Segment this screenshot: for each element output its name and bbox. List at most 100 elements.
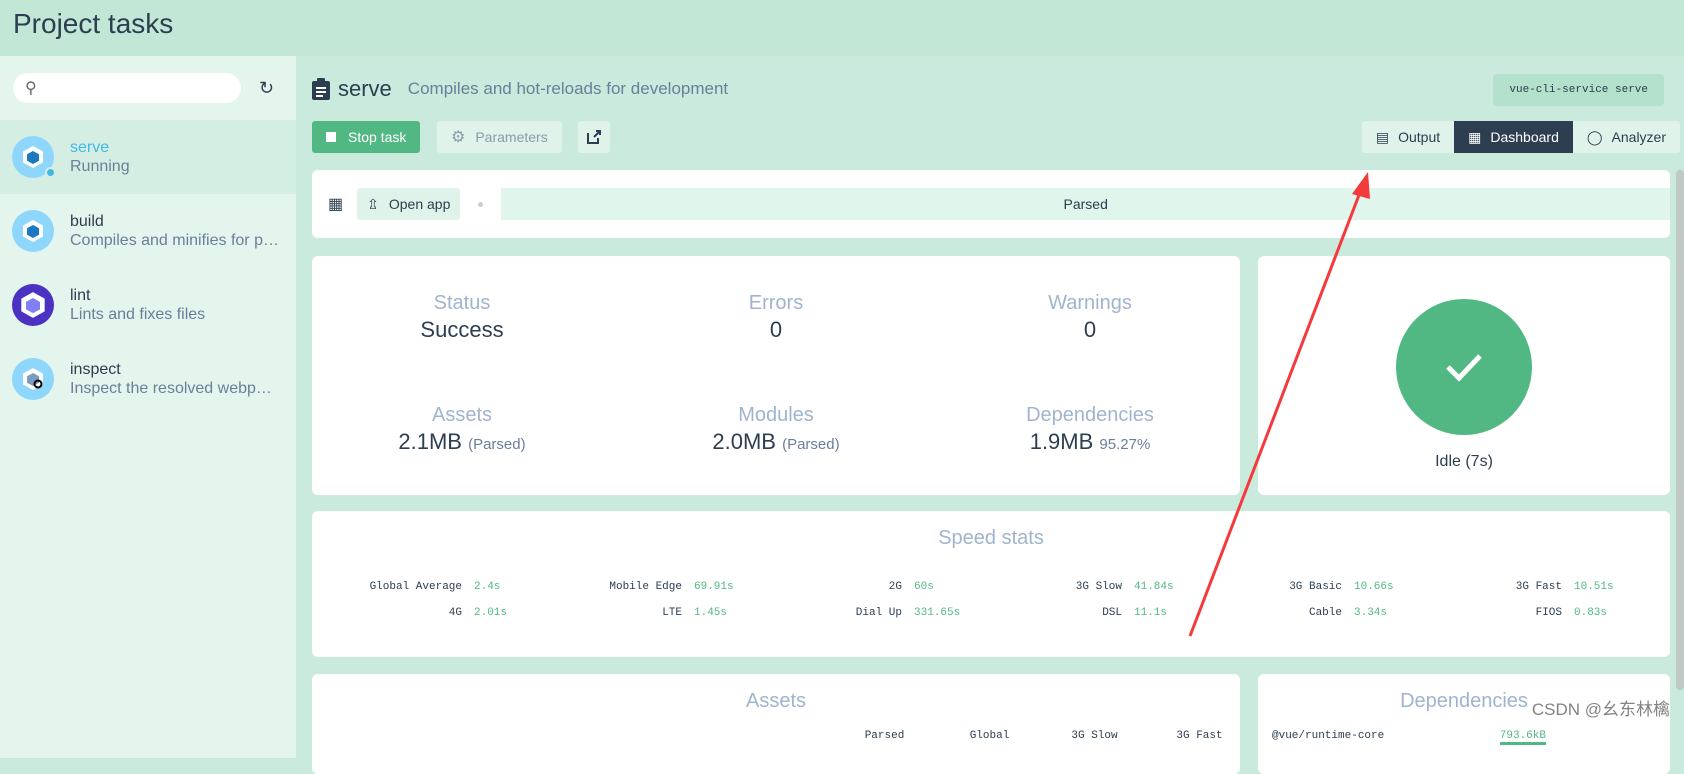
speed-name: 4G (448, 607, 462, 619)
stat-value: 0 (769, 317, 783, 342)
stat-label: Assets (431, 404, 493, 426)
parameters-label: Parameters (475, 129, 548, 145)
webpack-icon (12, 136, 56, 178)
task-item-serve[interactable]: serve Running (0, 120, 296, 194)
separator (478, 201, 484, 207)
dependency-size: 793.6kB (1499, 730, 1546, 745)
task-name: serve (70, 139, 110, 156)
column-header: Parsed (864, 730, 905, 742)
idle-status: Idle (7s) (1435, 453, 1493, 470)
tab-label: Analyzer (1611, 129, 1666, 145)
speed-stat: 2G 60s (772, 581, 992, 593)
speed-name: Global Average (369, 581, 462, 593)
stat-label: Errors (748, 292, 804, 314)
task-name: build (70, 213, 104, 230)
running-indicator (45, 167, 56, 178)
stat-note: 95.27% (1099, 436, 1151, 453)
webpack-icon (12, 210, 54, 252)
speed-stat: Dial Up 331.65s (772, 607, 992, 619)
speed-name: FIOS (1535, 607, 1562, 619)
task-name: lint (70, 287, 91, 304)
eslint-icon (12, 284, 54, 326)
dependencies-card: Dependencies @vue/runtime-core 793.6kB (1258, 674, 1670, 774)
speed-value: 10.66s (1354, 581, 1394, 593)
speed-name: Cable (1308, 607, 1342, 619)
speed-value: 41.84s (1134, 581, 1174, 593)
stop-label: Stop task (348, 129, 407, 145)
speed-value: 69.91s (694, 581, 734, 593)
stat-label: Modules (738, 404, 814, 426)
stat-value: 0 (1083, 317, 1097, 342)
tab-dashboard[interactable]: ▦ Dashboard (1454, 121, 1573, 153)
speed-stats-card: Speed stats Global Average 2.4s Mobile Edg… (312, 511, 1670, 657)
open-in-browser-icon: ⇫ (367, 195, 379, 212)
tab-output[interactable]: ▤ Output (1362, 121, 1454, 153)
task-description: Compiles and hot-reloads for development (407, 79, 729, 98)
stat-label: Warnings (1048, 292, 1132, 314)
card-title: Speed stats (938, 527, 1044, 549)
speed-value: 3.34s (1354, 607, 1388, 619)
watermark: CSDN @幺东林檎 (1531, 700, 1670, 719)
speed-name: Mobile Edge (609, 581, 682, 593)
speed-stat: Cable 3.34s (1212, 607, 1432, 619)
refresh-icon[interactable]: ↻ (259, 77, 275, 98)
dependency-row: @vue/runtime-core 793.6kB (1272, 730, 1656, 745)
donut-icon: ◯ (1586, 128, 1603, 145)
speed-value: 60s (914, 581, 934, 593)
speed-name: Dial Up (855, 607, 902, 619)
task-desc: Running (70, 158, 130, 175)
speed-stat: 3G Fast 10.51s (1432, 581, 1652, 593)
dependency-name: @vue/runtime-core (1272, 730, 1385, 742)
open-app-button[interactable]: ⇫ Open app (357, 188, 461, 220)
stat-value: 2.0MB (712, 429, 776, 454)
scrollbar[interactable] (1676, 170, 1684, 690)
task-item-build[interactable]: build Compiles and minifies for productio… (0, 194, 296, 268)
column-header: Global (969, 730, 1010, 742)
size-mode-select[interactable]: Parsed (501, 188, 1670, 220)
stat-value: 2.1MB (398, 429, 462, 454)
task-command: vue-cli-service serve (1493, 74, 1664, 106)
column-header: 3G Fast (1176, 730, 1223, 742)
search-input[interactable]: ⚲ (13, 73, 241, 103)
dashboard-icon: ▦ (1468, 128, 1482, 145)
clipboard-icon (312, 78, 330, 100)
dashboard-toolbar: ▦ ⇫ Open app Parsed (312, 170, 1670, 238)
parameters-button[interactable]: ⚙ Parameters (437, 121, 562, 153)
gear-icon: ⚙ (451, 129, 466, 146)
tab-label: Dashboard (1490, 129, 1559, 145)
dashboard-icon: ▦ (328, 196, 344, 213)
task-name: inspect (70, 361, 121, 378)
speed-stat: Mobile Edge 69.91s (552, 581, 772, 593)
build-status-card: Idle (7s) (1258, 256, 1670, 495)
tab-analyzer[interactable]: ◯ Analyzer (1573, 121, 1680, 153)
search-icon: ⚲ (25, 80, 37, 97)
speed-value: 11.1s (1134, 607, 1168, 619)
external-link-icon (587, 130, 601, 144)
stat-value: Success (420, 317, 504, 342)
speed-name: 3G Slow (1075, 581, 1122, 593)
stat-label: Dependencies (1026, 404, 1154, 426)
speed-stat: 3G Basic 10.66s (1212, 581, 1432, 593)
sidebar: ⚲ ↻ serve Running build Compiles and minif… (0, 56, 296, 758)
column-header: 3G Slow (1071, 730, 1118, 742)
assets-card: Assets Parsed Global 3G Slow 3G Fast (312, 674, 1240, 774)
stop-task-button[interactable]: Stop task (312, 121, 421, 153)
speed-stat: Global Average 2.4s (332, 581, 552, 593)
task-item-inspect[interactable]: inspect Inspect the resolved webpack conf… (0, 342, 296, 416)
monitor-icon: ▤ (1375, 128, 1390, 145)
stat-value: 1.9MB (1029, 429, 1094, 454)
open-app-label: Open app (388, 196, 451, 212)
task-item-lint[interactable]: lint Lints and fixes files (0, 268, 296, 342)
page-title: Project tasks (13, 8, 174, 39)
task-desc: Compiles and minifies for production (70, 232, 280, 249)
webpack-inspect-icon (12, 358, 54, 400)
build-stats-card: Status Success Errors 0 Warnings 0 Assets 2.… (312, 256, 1240, 495)
speed-stat: DSL 11.1s (992, 607, 1212, 619)
speed-stat: FIOS 0.83s (1432, 607, 1652, 619)
open-external-button[interactable] (578, 121, 610, 153)
task-title: serve (338, 76, 392, 101)
task-desc: Lints and fixes files (70, 306, 206, 323)
speed-name: 3G Basic (1289, 581, 1342, 593)
stop-icon (326, 132, 336, 142)
task-desc: Inspect the resolved webpack config (70, 380, 280, 397)
